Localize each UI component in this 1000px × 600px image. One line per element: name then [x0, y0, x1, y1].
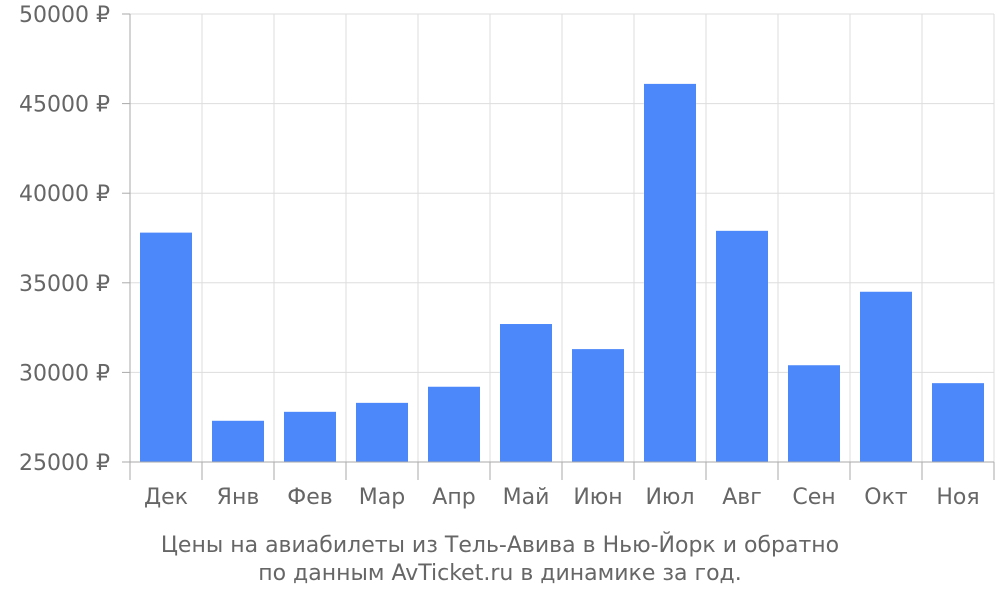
x-tick-label: Окт	[864, 485, 908, 510]
y-tick-label: 40000 ₽	[19, 182, 110, 207]
bar-5	[428, 386, 480, 462]
x-tick-label: Июл	[645, 485, 694, 510]
y-axis-tick-labels: 25000 ₽ 30000 ₽ 35000 ₽ 40000 ₽ 45000 ₽ 50000…	[19, 3, 110, 476]
grid-lines	[130, 13, 995, 463]
caption-line-2: по данным AvTicket.ru в динамике за год.	[258, 561, 742, 586]
y-tick-label: 30000 ₽	[19, 361, 110, 386]
bar-2	[212, 420, 264, 462]
bar-8	[644, 83, 696, 462]
bar-12	[932, 383, 984, 462]
bar-4	[356, 402, 408, 462]
caption-line-1: Цены на авиабилеты из Тель-Авива в Нью-Й…	[160, 533, 840, 558]
bar-chart: 25000 ₽ 30000 ₽ 35000 ₽ 40000 ₽ 45000 ₽ 50000…	[19, 3, 995, 510]
axes	[122, 13, 995, 480]
bars-group	[140, 83, 984, 462]
x-tick-label: Апр	[432, 485, 475, 510]
x-tick-label: Янв	[217, 485, 260, 510]
bar-9	[716, 230, 768, 462]
y-tick-label: 35000 ₽	[19, 272, 110, 297]
bar-3	[284, 411, 336, 462]
x-tick-label: Дек	[144, 485, 188, 510]
x-tick-label: Сен	[792, 485, 835, 510]
bar-6	[500, 324, 552, 462]
chart-caption: Цены на авиабилеты из Тель-Авива в Нью-Й…	[0, 532, 1000, 588]
x-tick-label: Авг	[722, 485, 762, 510]
x-tick-label: Ноя	[936, 485, 979, 510]
y-tick-label: 45000 ₽	[19, 93, 110, 118]
x-tick-label: Мар	[359, 485, 405, 510]
x-tick-label: Фев	[287, 485, 332, 510]
bar-1	[140, 232, 192, 462]
bar-11	[860, 291, 912, 462]
bar-7	[572, 349, 624, 462]
x-axis-tick-labels: Дек Янв Фев Мар Апр Май Июн Июл Авг Сен Окт Ноя	[144, 485, 980, 510]
x-tick-label: Май	[503, 485, 550, 510]
y-tick-label: 50000 ₽	[19, 3, 110, 28]
y-tick-label: 25000 ₽	[19, 451, 110, 476]
bar-10	[788, 365, 840, 462]
x-tick-label: Июн	[573, 485, 622, 510]
